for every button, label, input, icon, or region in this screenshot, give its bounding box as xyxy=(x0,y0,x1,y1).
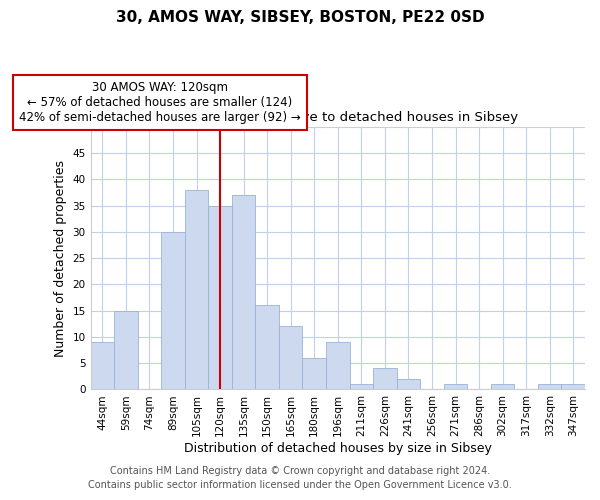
Bar xyxy=(256,306,279,390)
X-axis label: Distribution of detached houses by size in Sibsey: Distribution of detached houses by size … xyxy=(184,442,492,455)
Bar xyxy=(326,342,350,390)
Bar xyxy=(114,310,137,390)
Bar xyxy=(444,384,467,390)
Bar xyxy=(373,368,397,390)
Bar xyxy=(185,190,208,390)
Y-axis label: Number of detached properties: Number of detached properties xyxy=(54,160,67,356)
Text: Contains HM Land Registry data © Crown copyright and database right 2024.
Contai: Contains HM Land Registry data © Crown c… xyxy=(88,466,512,490)
Bar xyxy=(232,195,256,390)
Bar xyxy=(161,232,185,390)
Bar xyxy=(91,342,114,390)
Bar xyxy=(562,384,585,390)
Bar xyxy=(302,358,326,390)
Text: 30, AMOS WAY, SIBSEY, BOSTON, PE22 0SD: 30, AMOS WAY, SIBSEY, BOSTON, PE22 0SD xyxy=(116,10,484,25)
Text: 30 AMOS WAY: 120sqm
← 57% of detached houses are smaller (124)
42% of semi-detac: 30 AMOS WAY: 120sqm ← 57% of detached ho… xyxy=(19,81,301,124)
Bar xyxy=(491,384,514,390)
Bar xyxy=(350,384,373,390)
Title: Size of property relative to detached houses in Sibsey: Size of property relative to detached ho… xyxy=(157,112,518,124)
Bar xyxy=(208,206,232,390)
Bar xyxy=(538,384,562,390)
Bar xyxy=(397,379,420,390)
Bar xyxy=(279,326,302,390)
